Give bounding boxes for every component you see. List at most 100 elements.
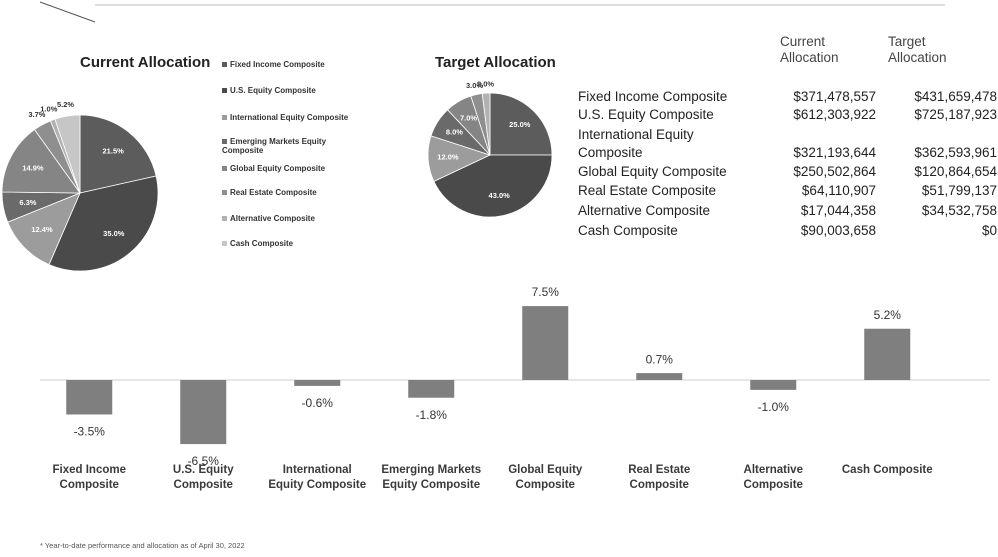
slice-label: 2.0%: [477, 79, 494, 88]
pie-slice: [433, 154, 553, 218]
x-tick-label: Global Equity Composite: [508, 464, 583, 491]
cell: $90,003,658: [800, 223, 876, 238]
bar-label: 5.2%: [874, 308, 902, 322]
cell: $120,864,654: [914, 164, 997, 179]
pie-slice: [79, 114, 157, 194]
pie-title: Target Allocation: [435, 54, 556, 71]
legend-label: Alternative Composite: [230, 214, 315, 223]
row-label: Cash Composite: [578, 223, 678, 238]
bar-label: 7.5%: [532, 285, 560, 299]
x-tick-label: Emerging Markets Equity Composite: [381, 464, 482, 491]
legend-swatch: [222, 88, 227, 93]
slice-label: 43.0%: [489, 191, 511, 200]
legend-swatch: [222, 216, 227, 221]
cell: $0: [981, 223, 997, 238]
row-label: Fixed Income Composite: [578, 89, 728, 104]
pie-title: Current Allocation: [80, 54, 210, 71]
bar: [408, 380, 455, 398]
slice-label: 8.0%: [446, 127, 463, 136]
row-label: International Equity Composite: [578, 127, 694, 160]
pie-slice: [48, 175, 159, 272]
slice-label: 1.0%: [40, 105, 57, 114]
bar: [66, 380, 113, 415]
table-row: U.S. Equity Composite $612,303,922 $725,18…: [578, 106, 998, 124]
bar: [294, 380, 341, 386]
slice-label: 14.9%: [22, 163, 44, 172]
x-tick-label: Fixed Income Composite: [52, 464, 127, 491]
x-tick-label: Real Estate Composite: [628, 464, 691, 491]
legend-entry: U.S. Equity Composite: [222, 86, 352, 95]
legend-label: International Equity Composite: [230, 113, 349, 122]
slice-label: 5.2%: [57, 100, 74, 109]
x-tick-label: Alternative Composite: [743, 464, 803, 491]
bar-label: -1.8%: [416, 408, 448, 422]
footnote: * Year-to-date performance and allocatio…: [40, 541, 245, 550]
table-header: Current Allocation: [780, 34, 839, 65]
legend-label: U.S. Equity Composite: [230, 86, 316, 95]
slice-label: 7.0%: [460, 114, 477, 123]
legend-swatch: [222, 139, 227, 144]
bar-label: -6.5%: [188, 454, 220, 468]
bar: [636, 373, 683, 380]
cell: $362,593,961: [914, 145, 997, 160]
bar: [750, 380, 797, 390]
pie-slice: [54, 114, 81, 194]
bar-label: 0.7%: [646, 352, 674, 366]
bar-label: -1.0%: [758, 400, 790, 414]
row-label: Global Equity Composite: [578, 164, 727, 179]
cell: $371,478,557: [793, 89, 876, 104]
pie-slice: [489, 92, 553, 156]
slice-label: 12.0%: [437, 153, 459, 162]
legend-label: Global Equity Composite: [230, 164, 326, 173]
legend-label: Fixed Income Composite: [230, 60, 325, 69]
cell: $725,187,923: [914, 107, 997, 122]
table-row: Real Estate Composite $64,110,907 $51,799,…: [578, 182, 998, 200]
bar-label: -0.6%: [302, 396, 334, 410]
legend-swatch: [222, 241, 227, 246]
x-tick-label: U.S. Equity Composite: [172, 464, 234, 491]
bar: [522, 306, 569, 380]
decor-line: [39, 1, 96, 23]
table-header: Target Allocation: [888, 34, 947, 65]
cell: $17,044,358: [800, 203, 876, 218]
legend-swatch: [222, 115, 227, 120]
row-label: Real Estate Composite: [578, 183, 717, 198]
cell: $612,303,922: [793, 107, 876, 122]
legend-entry: Fixed Income Composite: [222, 60, 352, 69]
cell: $51,799,137: [921, 183, 997, 198]
table-row: Alternative Composite $17,044,358 $34,532,…: [578, 202, 998, 220]
table-row: Global Equity Composite $250,502,864 $120,…: [578, 163, 998, 181]
cell: $250,502,864: [793, 164, 876, 179]
slice-label: 3.0%: [466, 81, 483, 90]
bar: [864, 328, 911, 380]
slice-label: 25.0%: [509, 120, 531, 129]
legend-entry: Alternative Composite: [222, 214, 352, 223]
legend-swatch: [222, 62, 227, 67]
slice-label: 12.4%: [31, 225, 53, 234]
legend-swatch: [222, 190, 227, 195]
legend-label: Cash Composite: [230, 239, 294, 248]
row-label: Alternative Composite: [578, 203, 711, 218]
legend-swatch: [222, 166, 227, 171]
legend-entry: International Equity Composite: [222, 113, 352, 122]
table-row: Cash Composite $90,003,658 $0: [578, 222, 998, 240]
x-tick-label: Cash Composite: [841, 464, 933, 476]
pie-slice: [7, 192, 81, 266]
cell: $64,110,907: [801, 183, 876, 198]
row-label: U.S. Equity Composite: [578, 107, 714, 122]
cell: $431,659,478: [914, 89, 997, 104]
slice-label: 6.3%: [19, 198, 36, 207]
cell: $34,532,758: [921, 203, 997, 218]
legend-entry: Cash Composite: [222, 239, 352, 248]
pie-slice: [481, 92, 491, 156]
slice-label: 35.0%: [103, 229, 125, 238]
legend-entry: Global Equity Composite: [222, 164, 352, 173]
x-tick-label: International Equity Composite: [268, 464, 367, 491]
table-row: International Equity Composite $321,193,6…: [578, 126, 998, 162]
bar: [180, 380, 227, 445]
legend-entry: Emerging Markets Equity Composite: [222, 137, 352, 155]
legend-entry: Real Estate Composite: [222, 188, 352, 197]
slice-label: 21.5%: [103, 147, 125, 156]
